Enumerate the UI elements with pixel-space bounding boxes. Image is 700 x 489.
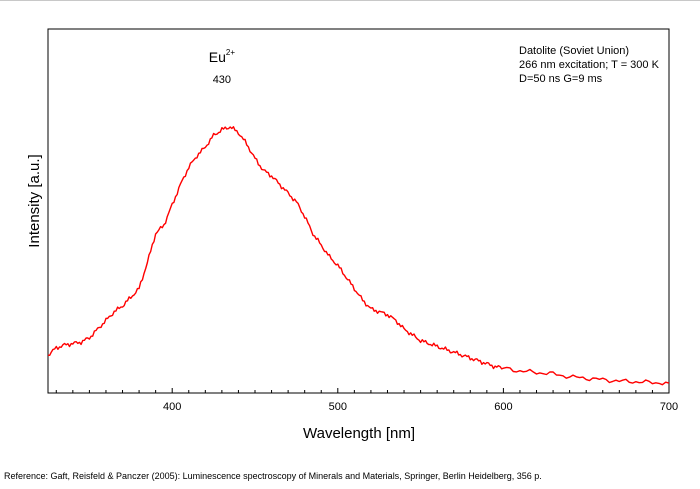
x-tick-label: 500 xyxy=(329,401,347,413)
top-rule xyxy=(0,0,700,1)
x-axis-title: Wavelength [nm] xyxy=(303,425,415,442)
peak-wavelength-label: 430 xyxy=(213,74,231,86)
info-line-gate: D=50 ns G=9 ms xyxy=(519,73,603,85)
x-tick-label: 700 xyxy=(660,401,678,413)
peak-ion-label: Eu2+ xyxy=(209,48,236,65)
x-axis-ticks: 400 500 600 700 xyxy=(55,388,678,413)
peak-ion-symbol: Eu xyxy=(209,49,226,65)
reference-citation: Reference: Gaft, Reisfeld & Panczer (200… xyxy=(4,471,542,481)
plot-frame xyxy=(47,28,670,394)
info-line-excitation: 266 nm excitation; T = 300 K xyxy=(519,59,660,71)
y-axis-title: Intensity [a.u.] xyxy=(26,154,43,247)
info-line-sample: Datolite (Soviet Union) xyxy=(519,45,629,57)
peak-ion-charge: 2+ xyxy=(226,48,235,57)
spectrum-chart: 400 500 600 700 Wavelength [nm] Intensity [… xyxy=(26,28,678,442)
x-tick-label: 400 xyxy=(163,401,181,413)
series-line-spectrum xyxy=(47,126,670,386)
x-tick-label: 600 xyxy=(494,401,512,413)
